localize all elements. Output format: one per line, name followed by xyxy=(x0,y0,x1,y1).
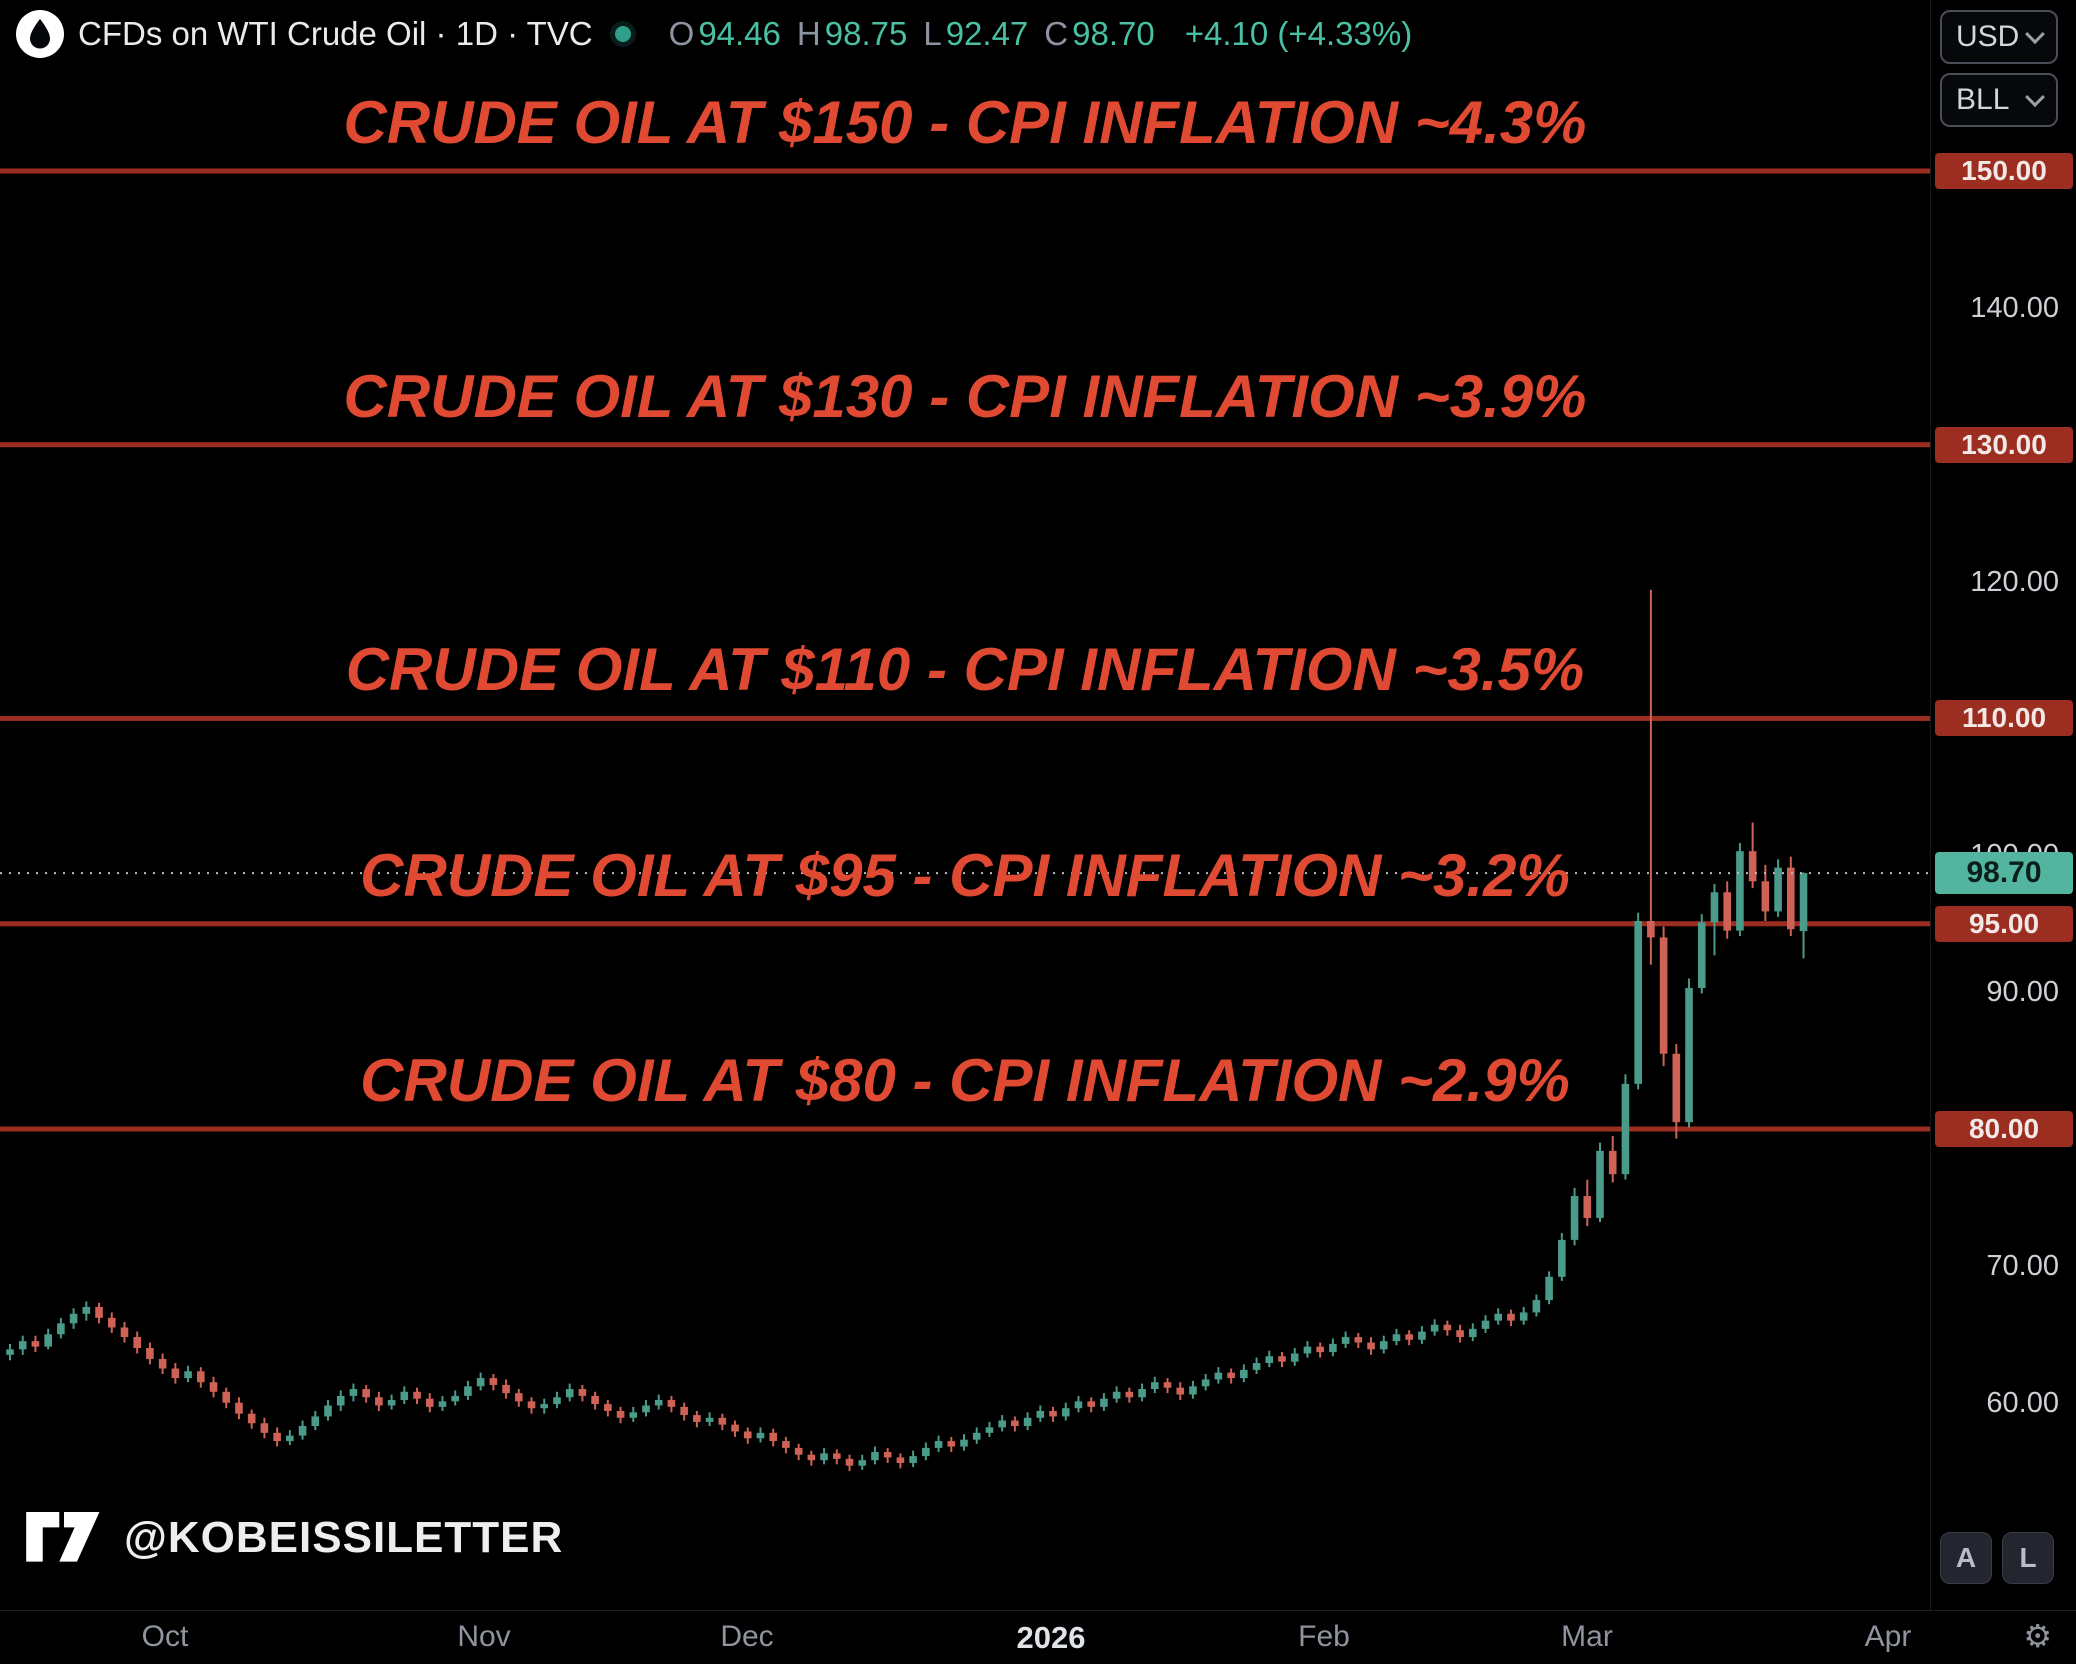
time-axis-label: Feb xyxy=(1298,1620,1350,1653)
ohlc-letter: L xyxy=(923,15,942,52)
time-axis-label: Mar xyxy=(1561,1620,1613,1653)
time-axis-label: 2026 xyxy=(1016,1620,1086,1655)
ohlc-value: 94.46 xyxy=(698,15,781,52)
level-price-badge: 95.00 xyxy=(1935,905,2073,942)
unit-dropdown[interactable]: BLL xyxy=(1940,73,2058,127)
gear-icon[interactable]: ⚙ xyxy=(2023,1617,2052,1655)
log-scale-button[interactable]: L xyxy=(2002,1532,2054,1584)
price-axis-label: 120.00 xyxy=(1970,565,2059,598)
level-price-badge: 130.00 xyxy=(1935,426,2073,463)
level-line xyxy=(0,715,1930,721)
time-axis-label: Nov xyxy=(457,1620,511,1653)
price-change: +4.10 (+4.33%) xyxy=(1184,15,1413,52)
price-axis-label: 90.00 xyxy=(1986,976,2059,1009)
ohlc-letter: O xyxy=(668,15,695,52)
level-price-badge: 110.00 xyxy=(1935,700,2073,737)
ohlc-letter: H xyxy=(796,15,821,52)
tradingview-logo-icon xyxy=(26,1512,100,1562)
currency-dropdown[interactable]: USD xyxy=(1940,10,2058,64)
chevron-down-icon xyxy=(2025,24,2045,45)
level-line xyxy=(0,168,1930,174)
currency-selectors: USD BLL xyxy=(1940,10,2058,127)
chevron-down-icon xyxy=(2025,87,2045,108)
ohlc-value: 98.70 xyxy=(1072,15,1155,52)
price-axis-label: 70.00 xyxy=(1986,1249,2059,1282)
watermark: @KOBEISSILETTER xyxy=(26,1512,563,1564)
time-axis-label: Dec xyxy=(720,1620,774,1653)
level-line xyxy=(0,1126,1930,1132)
level-line xyxy=(0,921,1930,927)
auto-scale-button[interactable]: A xyxy=(1940,1532,1992,1584)
oil-drop-icon xyxy=(16,10,64,58)
ohlc-values: O 94.46 H 98.75 L 92.47 C 98.70 xyxy=(653,15,1155,53)
price-axis[interactable]: 140.00120.00100.0090.0070.0060.00150.001… xyxy=(1930,0,2076,1610)
axis-mode-buttons: A L xyxy=(1940,1532,2054,1584)
ohlc-value: 98.75 xyxy=(824,15,908,52)
ohlc-value: 92.47 xyxy=(945,15,1029,52)
level-price-badge: 80.00 xyxy=(1935,1111,2073,1148)
time-axis-label: Oct xyxy=(141,1620,189,1653)
price-axis-label: 60.00 xyxy=(1986,1386,2059,1419)
symbol-title[interactable]: CFDs on WTI Crude Oil · 1D · TVC xyxy=(78,15,593,52)
watermark-handle: @KOBEISSILETTER xyxy=(124,1513,564,1562)
level-price-badge: 150.00 xyxy=(1935,153,2073,189)
time-axis[interactable]: Oct Nov Dec 2026 Feb Mar Apr ⚙ xyxy=(0,1610,2076,1664)
market-status-dot xyxy=(614,26,631,42)
unit-value: BLL xyxy=(1956,83,2010,116)
level-line xyxy=(0,442,1930,448)
chart-header: CFDs on WTI Crude Oil · 1D · TVC O 94.46 H… xyxy=(16,10,1412,58)
price-axis-label: 140.00 xyxy=(1970,291,2059,324)
ohlc-letter: C xyxy=(1044,15,1069,52)
candlestick-chart[interactable] xyxy=(0,0,1930,1664)
time-axis-label: Apr xyxy=(1864,1620,1912,1653)
currency-value: USD xyxy=(1956,20,2020,53)
current-price-badge: 98.70 xyxy=(1935,852,2073,895)
